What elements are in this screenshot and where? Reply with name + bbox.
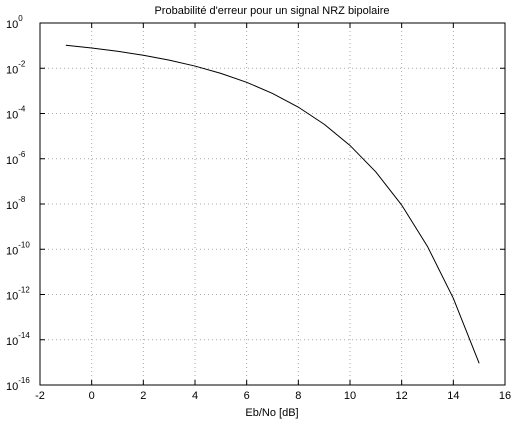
y-tick-label: 10-2 [6,59,26,76]
plot-frame [39,22,506,386]
x-tick-label: 14 [447,390,459,402]
y-tick-label: 10-4 [6,105,26,122]
data-line [65,44,480,364]
x-tick-label: -2 [35,390,45,402]
x-tick-label: 2 [140,390,146,402]
x-tick-label: 6 [244,390,250,402]
x-tick-label: 10 [344,390,356,402]
chart-title: Probabilité d'erreur pour un signal NRZ … [154,5,389,17]
y-tick-label: 10-12 [6,286,30,303]
y-tick-label: 10-6 [6,150,26,167]
y-tick-label: 10-16 [6,376,30,393]
y-tick-label: 10-14 [6,331,30,348]
y-tick-label: 10-8 [6,195,26,212]
x-tick-label: 0 [89,390,95,402]
x-tick-label: 12 [396,390,408,402]
x-tick-label: 8 [295,390,301,402]
y-tick-label: 100 [6,14,23,31]
y-tick-label: 10-10 [6,240,30,257]
x-tick-label: 4 [192,390,198,402]
x-axis-label: Eb/No [dB] [245,407,298,419]
x-tick-label: 16 [499,390,511,402]
